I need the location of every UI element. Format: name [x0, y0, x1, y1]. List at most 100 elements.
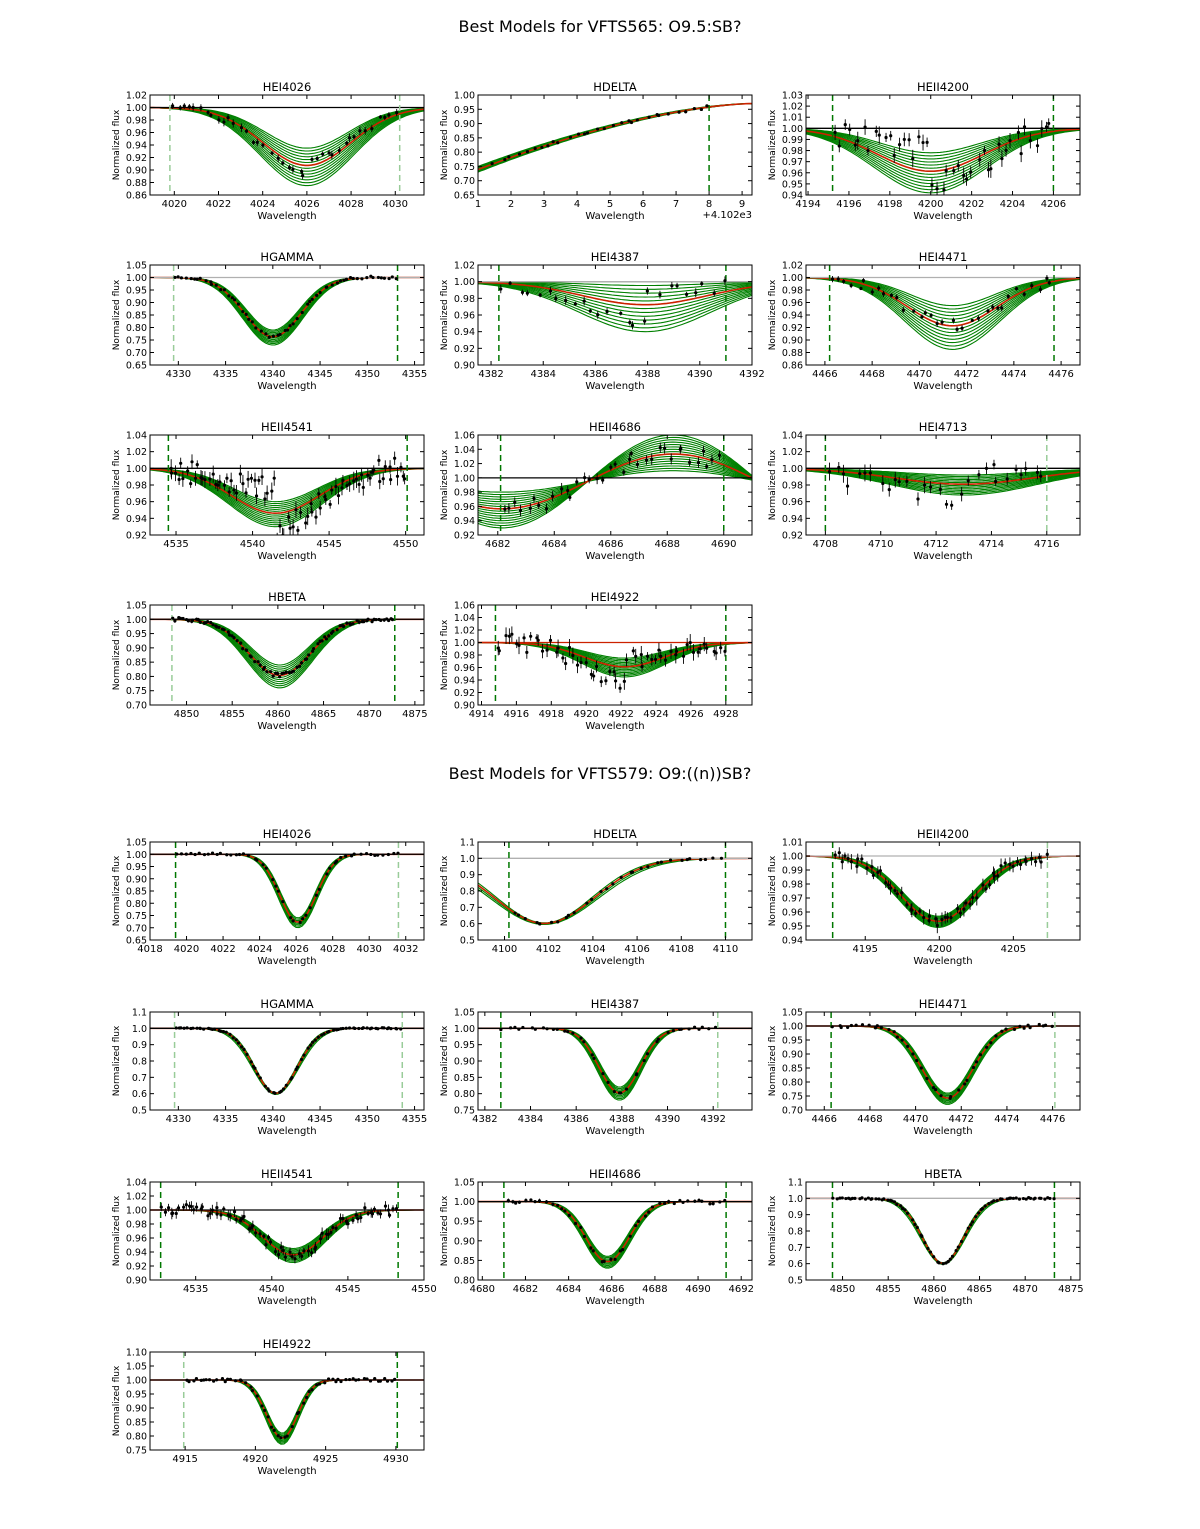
x-tick-label: 4196 — [836, 199, 861, 210]
data-point — [530, 1026, 534, 1030]
data-point — [1033, 1196, 1037, 1200]
panel-heii4686-vfts579: 4680 4682 4684 4686 4688 4690 46920.800.850.90… — [440, 1167, 754, 1307]
y-tick-label: 0.98 — [782, 286, 803, 297]
axes-frame — [477, 94, 753, 196]
x-tick-label: 4690 — [685, 1284, 710, 1295]
data-point — [299, 1057, 304, 1062]
data-point — [850, 1196, 855, 1200]
data-point — [270, 151, 274, 155]
data-point — [382, 618, 386, 622]
y-tick-label: 0.8 — [788, 1227, 803, 1238]
data-point — [900, 1038, 904, 1042]
model-curve — [806, 1025, 1080, 1099]
data-point — [657, 648, 661, 652]
model-curve — [150, 106, 424, 152]
y-tick-label: 0.98 — [454, 651, 475, 662]
data-point — [923, 1241, 927, 1245]
x-tick-label: 4108 — [669, 944, 694, 955]
data-point — [584, 661, 588, 665]
model-curve — [478, 1201, 752, 1259]
data-point — [249, 1060, 253, 1064]
y-tick-label: 0.80 — [126, 899, 147, 910]
data-point — [224, 1030, 228, 1034]
x-axis-label: Wavelength — [585, 1296, 644, 1307]
data-point — [668, 858, 673, 862]
y-axis-label: Normalized flux — [768, 109, 778, 180]
panel-title: HEI4922 — [263, 1337, 312, 1351]
model-curve — [806, 855, 1080, 922]
data-point — [270, 489, 274, 493]
data-point — [399, 1027, 403, 1031]
panel-heii4686-vfts565: 4682 4684 4686 4688 46900.920.940.960.981.00… — [440, 420, 753, 562]
model-curve — [150, 618, 424, 668]
data-point — [655, 1040, 659, 1044]
data-point — [538, 922, 542, 926]
data-point — [315, 293, 319, 297]
data-point — [249, 476, 254, 480]
data-point — [291, 167, 295, 172]
model-curve — [478, 282, 752, 325]
data-point — [571, 653, 575, 658]
data-point — [385, 1379, 390, 1383]
y-tick-label: 1.03 — [782, 91, 803, 102]
data-point — [335, 628, 339, 632]
model-curve — [806, 469, 1080, 488]
data-point — [705, 646, 709, 650]
data-point — [199, 106, 203, 110]
y-tick-label: 1.00 — [454, 277, 475, 288]
data-point — [865, 866, 869, 870]
data-point — [663, 1201, 667, 1206]
data-point — [254, 326, 258, 330]
data-point — [1022, 1026, 1026, 1030]
data-point — [272, 1428, 276, 1432]
data-point — [189, 482, 193, 486]
data-point — [925, 140, 929, 144]
data-point — [298, 920, 302, 925]
axes-frame — [805, 94, 1081, 196]
data-point — [551, 1027, 556, 1032]
data-point — [952, 169, 956, 173]
data-point — [200, 1205, 204, 1209]
x-tick-label: 4026 — [283, 944, 308, 955]
x-tick-label: 4200 — [918, 199, 943, 210]
data-point — [490, 161, 494, 166]
y-tick-label: 0.85 — [454, 133, 475, 144]
y-tick-label: 0.90 — [454, 1236, 475, 1247]
data-point — [903, 1208, 907, 1212]
x-tick-label: 4930 — [383, 1454, 408, 1465]
model-curve — [806, 469, 1080, 490]
data-point — [287, 165, 292, 170]
panel-title: HBETA — [924, 1167, 962, 1181]
y-axis-label: Normalized flux — [112, 449, 122, 520]
y-tick-label: 0.95 — [454, 105, 475, 116]
data-point — [373, 853, 377, 857]
data-point — [1000, 1197, 1004, 1201]
data-point — [905, 1211, 910, 1215]
y-tick-label: 1.02 — [782, 261, 803, 272]
data-point — [344, 1026, 348, 1030]
data-point — [295, 317, 299, 321]
data-point — [520, 290, 525, 295]
data-point — [306, 302, 310, 306]
data-point — [913, 1222, 917, 1227]
x-tick-label: 4682 — [513, 1284, 538, 1295]
data-point — [258, 1232, 262, 1236]
data-point — [191, 105, 195, 109]
data-point — [855, 864, 859, 869]
data-point — [370, 127, 374, 131]
data-point — [222, 1207, 226, 1211]
data-point — [255, 1072, 260, 1076]
data-point — [860, 857, 864, 861]
y-tick-label: 1.04 — [126, 431, 147, 442]
x-tick-label: 4926 — [678, 709, 703, 720]
x-tick-label: 4474 — [994, 1114, 1019, 1125]
data-point — [330, 153, 334, 157]
data-point — [244, 312, 248, 316]
data-point — [312, 647, 316, 651]
data-point — [285, 328, 290, 332]
data-point — [849, 283, 853, 288]
data-point — [555, 650, 559, 654]
data-point — [719, 646, 723, 650]
data-point — [237, 852, 242, 857]
data-point — [304, 521, 308, 525]
